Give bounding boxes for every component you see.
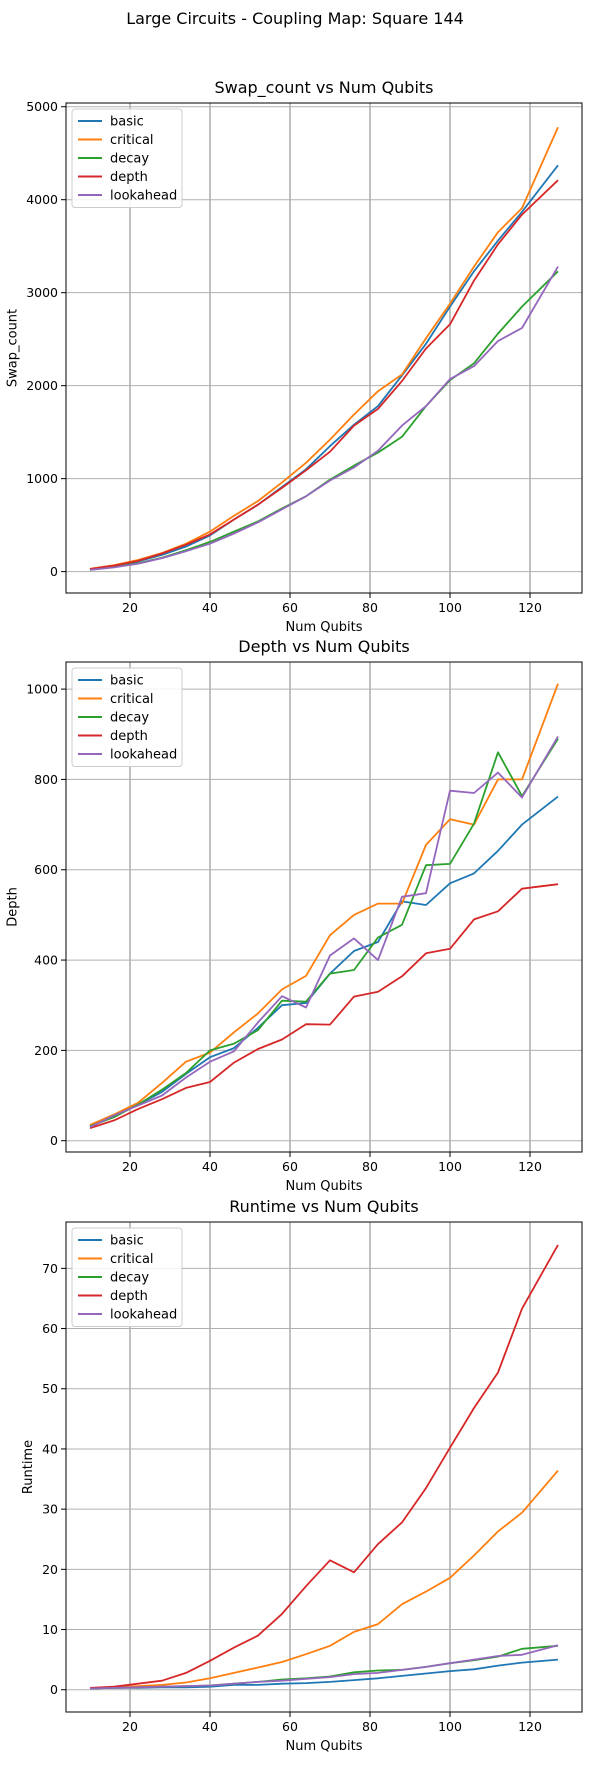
chart-title: Depth vs Num Qubits [238, 637, 409, 656]
chart-3: Runtime vs Num Qubits 20 40 60 80 100 120 0 10 20… [21, 1197, 583, 1754]
y-tick-label: 3000 [26, 285, 58, 300]
y-tick-label: 70 [42, 1261, 58, 1276]
y-tick-label: 50 [42, 1381, 58, 1396]
legend-label-depth: depth [110, 1289, 148, 1304]
y-tick-label: 400 [34, 953, 58, 968]
x-axis-label: Num Qubits [286, 620, 363, 635]
legend-label-critical: critical [110, 133, 154, 148]
legend-label-depth: depth [110, 729, 148, 744]
x-tick-label: 80 [362, 1159, 378, 1174]
y-tick-label: 20 [42, 1562, 58, 1577]
y-tick-label: 1000 [26, 682, 58, 697]
y-tick-label: 4000 [26, 192, 58, 207]
chart-1: Swap_count vs Num Qubits 20 40 60 80 100 120 0 1… [5, 78, 583, 635]
x-axis-label: Num Qubits [286, 1739, 363, 1754]
series-line-lookahead [89, 266, 559, 571]
x-tick-label: 100 [438, 1159, 462, 1174]
y-tick-label: 0 [50, 1682, 58, 1697]
y-tick-label: 2000 [26, 378, 58, 393]
series-line-depth [89, 1244, 559, 1689]
x-tick-label: 100 [438, 600, 462, 615]
x-tick-label: 40 [202, 1719, 218, 1734]
legend-box [71, 1227, 183, 1327]
series-line-depth [89, 179, 559, 570]
y-axis-label: Runtime [21, 1440, 36, 1494]
plot-frame [65, 102, 583, 594]
legend: basic critical decay depth lookahead [71, 1227, 183, 1327]
legend-label-basic: basic [110, 674, 144, 689]
y-tick-label: 600 [34, 862, 58, 877]
legend-box [71, 108, 183, 208]
x-tick-label: 60 [282, 1719, 298, 1734]
y-tick-label: 800 [34, 772, 58, 787]
x-tick-label: 80 [362, 1719, 378, 1734]
y-tick-label: 10 [42, 1622, 58, 1637]
y-tick-label: 40 [42, 1441, 58, 1456]
legend-label-decay: decay [110, 152, 149, 167]
legend-label-critical: critical [110, 1252, 154, 1267]
chart-title: Runtime vs Num Qubits [229, 1197, 419, 1216]
x-tick-label: 100 [438, 1719, 462, 1734]
y-tick-label: 60 [42, 1321, 58, 1336]
y-tick-label: 0 [50, 1133, 58, 1148]
legend-label-basic: basic [110, 1234, 144, 1249]
plot-frame [65, 661, 583, 1153]
x-tick-label: 120 [518, 1159, 542, 1174]
series-line-basic [89, 164, 559, 571]
chart-2: Depth vs Num Qubits 20 40 60 80 100 120 0 200 400… [5, 637, 583, 1194]
legend-label-lookahead: lookahead [110, 1308, 177, 1323]
y-tick-label: 200 [34, 1043, 58, 1058]
series-line-lookahead [89, 736, 559, 1129]
y-axis-label: Swap_count [5, 309, 20, 387]
y-tick-label: 30 [42, 1502, 58, 1517]
legend-label-decay: decay [110, 711, 149, 726]
legend-label-lookahead: lookahead [110, 189, 177, 204]
x-tick-label: 120 [518, 1719, 542, 1734]
series-line-critical [89, 683, 559, 1126]
legend-label-critical: critical [110, 692, 154, 707]
legend-box [71, 667, 183, 767]
x-axis-label: Num Qubits [286, 1179, 363, 1194]
series-line-depth [89, 883, 559, 1129]
y-tick-label: 5000 [26, 99, 58, 114]
x-tick-label: 60 [282, 1159, 298, 1174]
legend-label-decay: decay [110, 1271, 149, 1286]
y-axis-label: Depth [5, 887, 20, 927]
y-tick-label: 0 [50, 564, 58, 579]
legend: basic critical decay depth lookahead [71, 108, 183, 208]
series-line-critical [89, 1470, 559, 1690]
x-tick-label: 20 [122, 600, 138, 615]
grid [66, 103, 582, 593]
legend-label-depth: depth [110, 170, 148, 185]
x-tick-label: 20 [122, 1159, 138, 1174]
x-tick-label: 40 [202, 600, 218, 615]
chart-title: Swap_count vs Num Qubits [214, 78, 433, 98]
figure-suptitle: Large Circuits - Coupling Map: Square 14… [126, 9, 464, 28]
x-tick-label: 60 [282, 600, 298, 615]
x-tick-label: 80 [362, 600, 378, 615]
x-tick-label: 40 [202, 1159, 218, 1174]
legend-label-basic: basic [110, 115, 144, 130]
y-tick-label: 1000 [26, 471, 58, 486]
series-line-lookahead [89, 1644, 559, 1690]
x-tick-label: 120 [518, 600, 542, 615]
plot-frame [65, 1221, 583, 1713]
legend-label-lookahead: lookahead [110, 748, 177, 763]
legend: basic critical decay depth lookahead [71, 667, 183, 767]
series-line-decay [89, 738, 559, 1128]
x-tick-label: 20 [122, 1719, 138, 1734]
